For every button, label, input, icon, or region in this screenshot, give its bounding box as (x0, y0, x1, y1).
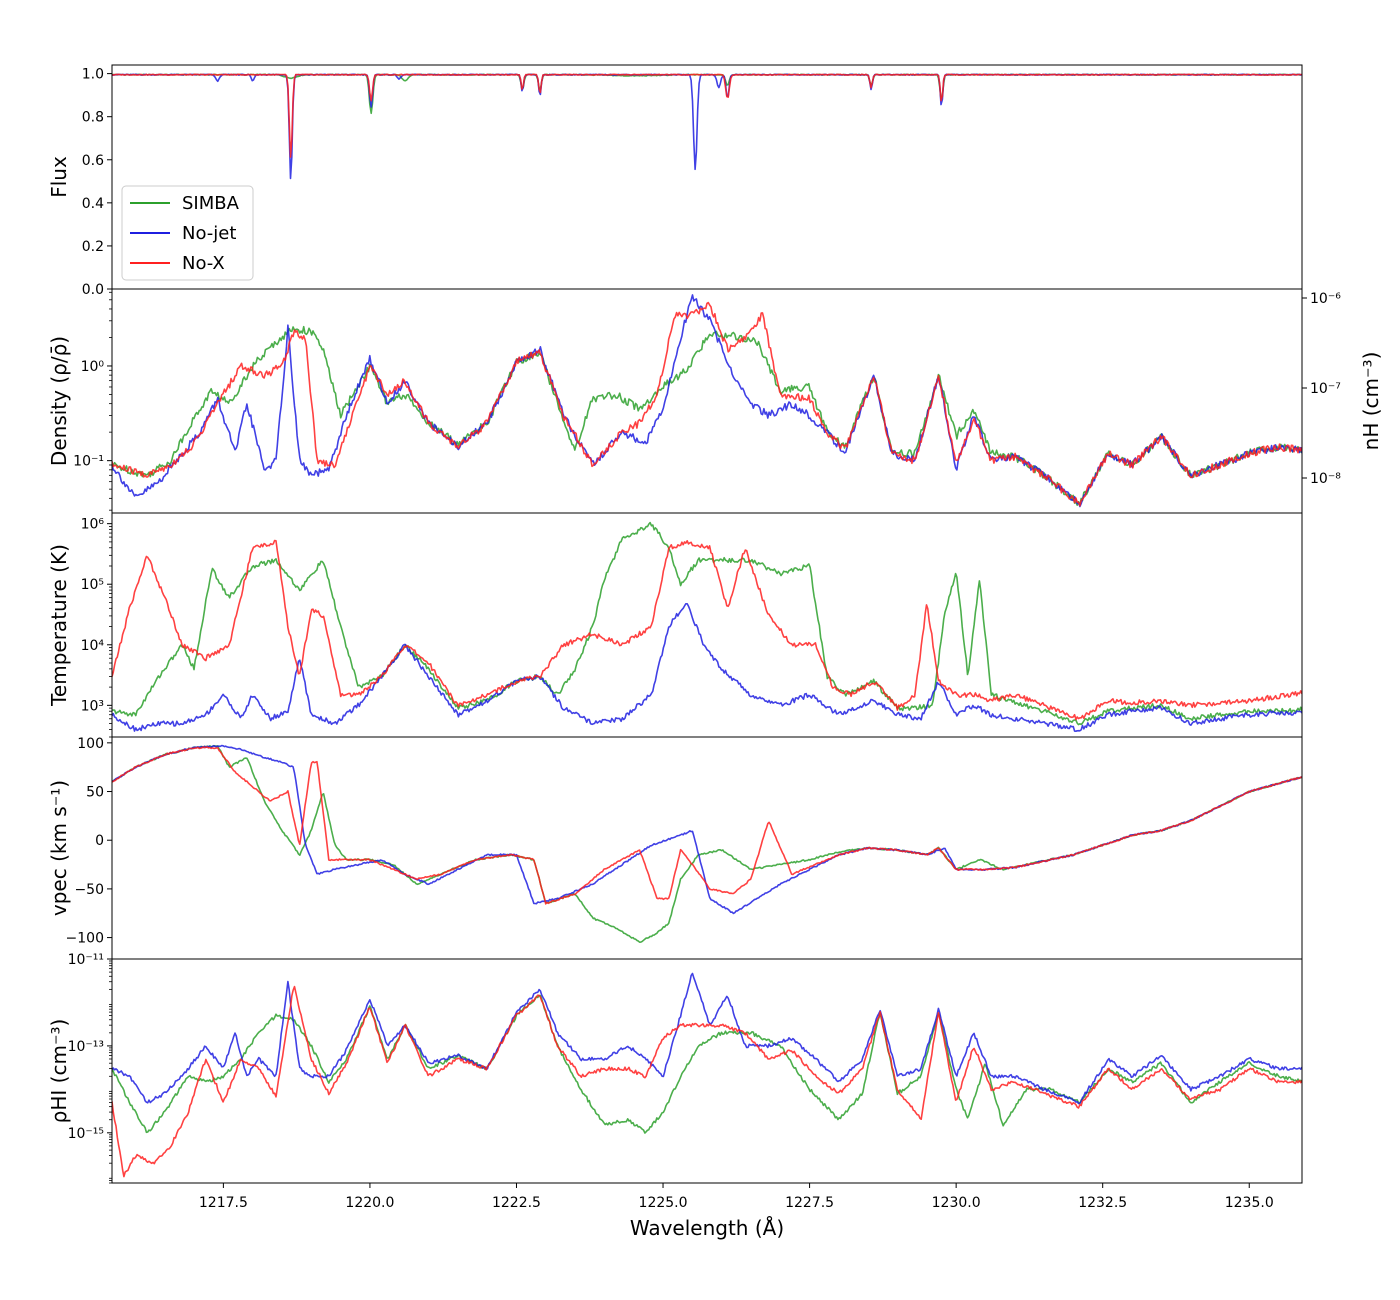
series-temperature-no-jet (112, 603, 1302, 732)
y-tick-label-vpec: 50 (86, 785, 104, 801)
series-vpec-simba (112, 744, 1302, 943)
right-tick-label: 10⁻⁷ (1310, 381, 1341, 397)
series-flux-simba (112, 73, 1302, 115)
y-tick-label-vpec: 100 (77, 736, 104, 752)
series-density-no-x (112, 301, 1302, 507)
y-tick-label-rhoHI: 10⁻¹¹ (68, 952, 104, 968)
x-axis-label: Wavelength (Å) (630, 1216, 784, 1240)
y-tick-label-rhoHI: 10⁻¹³ (68, 1039, 104, 1055)
y-tick-label-flux: 0.4 (82, 196, 104, 212)
x-tick-label: 1217.5 (199, 1195, 248, 1211)
series-rhoHI-simba (112, 994, 1302, 1134)
series-temperature-no-x (112, 539, 1302, 721)
x-tick-label: 1225.0 (639, 1195, 688, 1211)
y-tick-label-temperature: 10⁵ (81, 577, 104, 593)
x-tick-label: 1222.5 (492, 1195, 541, 1211)
y-axis-label-vpec: vpec (km s⁻¹) (47, 780, 71, 916)
panel-frame-rhoHI (111, 958, 1303, 1184)
series-rhoHI-no-x (112, 985, 1302, 1178)
x-tick-label: 1230.0 (932, 1195, 981, 1211)
y-tick-label-flux: 0.2 (82, 239, 104, 255)
panels: 0.0 0.2 0.4 0.6 0.8 1.0 Flux 10⁻¹ 10⁰ Density (ρ/… (47, 64, 1383, 1184)
y-tick-label-vpec: 0 (95, 833, 104, 849)
series-flux-no-jet (112, 73, 1302, 180)
y-tick-label-density: 10⁻¹ (73, 454, 104, 470)
panel-rhoHI: 10⁻¹⁵ 10⁻¹³ 10⁻¹¹ ρHI (cm⁻³) (47, 952, 1303, 1184)
y-tick-label-vpec: −100 (66, 931, 104, 947)
legend: SIMBA No-jet No-X (121, 185, 254, 281)
y-tick-label-temperature: 10³ (81, 698, 104, 714)
panel-density: 10⁻¹ 10⁰ Density (ρ/ρ̄) 10⁻⁸ 10⁻⁷ 10⁻⁶ nH (cm⁻… (47, 288, 1383, 514)
right-tick-label: 10⁻⁶ (1310, 291, 1341, 307)
y-tick-label-flux: 0.0 (82, 282, 104, 298)
panel-frame-vpec (111, 736, 1303, 960)
y-tick-label-temperature: 10⁴ (81, 638, 105, 654)
series-density-no-jet (112, 294, 1302, 508)
y-tick-label-temperature: 10⁶ (81, 517, 105, 533)
y-tick-label-density: 10⁰ (81, 359, 105, 375)
legend-label-no-x: No-X (182, 253, 225, 274)
y-axis-label-flux: Flux (47, 156, 71, 198)
y-tick-label-flux: 0.8 (82, 110, 104, 126)
series-vpec-no-jet (112, 744, 1302, 915)
right-tick-label: 10⁻⁸ (1310, 471, 1341, 487)
x-axis: 1217.5 1220.0 1222.5 1225.0 1227.5 1230.0 1232… (199, 1183, 1274, 1211)
y-axis-label-rhoHI: ρHI (cm⁻³) (47, 1019, 71, 1124)
panel-vpec: −100 −50 0 50 100 vpec (km s⁻¹) (47, 736, 1303, 960)
legend-label-simba: SIMBA (182, 193, 240, 214)
series-temperature-simba (112, 521, 1302, 726)
x-tick-label: 1227.5 (785, 1195, 834, 1211)
y-axis-label-density: Density (ρ/ρ̄) (47, 336, 71, 466)
panel-frame-density (111, 288, 1303, 514)
legend-label-no-jet: No-jet (182, 223, 236, 244)
y-tick-label-rhoHI: 10⁻¹⁵ (68, 1126, 104, 1142)
panel-temperature: 10³ 10⁴ 10⁵ 10⁶ Temperature (K) (47, 512, 1303, 738)
legend-box (121, 185, 254, 281)
x-tick-label: 1235.0 (1225, 1195, 1274, 1211)
series-rhoHI-no-jet (112, 972, 1302, 1105)
y-tick-label-vpec: −50 (74, 882, 104, 898)
panel-flux: 0.0 0.2 0.4 0.6 0.8 1.0 Flux (47, 64, 1303, 298)
y-tick-label-flux: 0.6 (82, 153, 104, 169)
series-flux-no-x (112, 73, 1302, 158)
x-tick-label: 1220.0 (345, 1195, 394, 1211)
right-axis-label: nH (cm⁻³) (1359, 352, 1383, 451)
y-tick-label-flux: 1.0 (82, 67, 104, 83)
series-vpec-no-x (112, 746, 1302, 905)
x-tick-label: 1232.5 (1078, 1195, 1127, 1211)
y-axis-label-temperature: Temperature (K) (47, 544, 71, 707)
